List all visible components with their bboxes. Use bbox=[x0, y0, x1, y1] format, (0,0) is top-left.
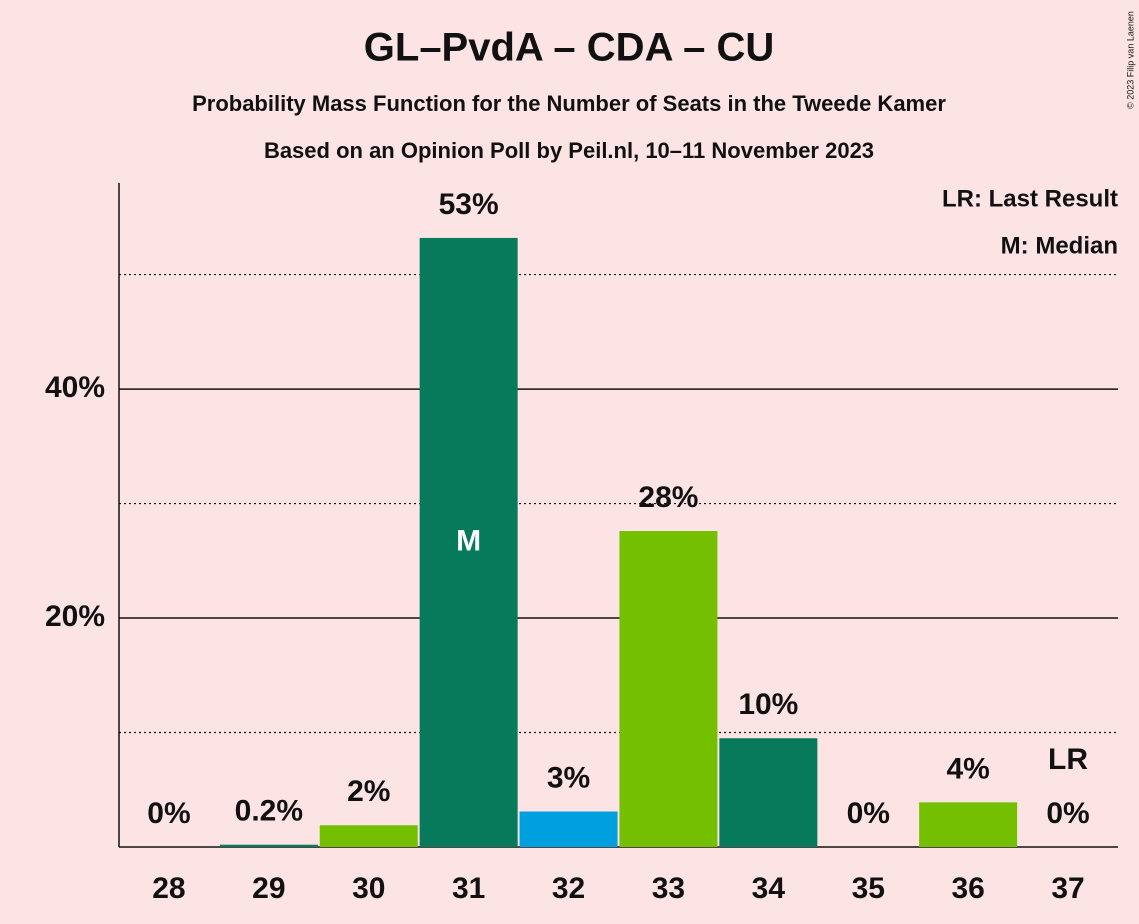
y-tick-label: 20% bbox=[45, 600, 105, 633]
chart-subtitle: Based on an Opinion Poll by Peil.nl, 10–… bbox=[264, 138, 874, 163]
legend-entry: M: Median bbox=[1001, 232, 1118, 259]
x-tick-label: 33 bbox=[652, 872, 685, 905]
value-label: 0% bbox=[1046, 797, 1089, 830]
x-tick-label: 37 bbox=[1051, 872, 1084, 905]
bar bbox=[919, 802, 1018, 847]
chart-subtitle: Probability Mass Function for the Number… bbox=[192, 91, 946, 116]
value-label: 53% bbox=[439, 188, 499, 221]
value-label: 10% bbox=[738, 688, 798, 721]
x-tick-label: 31 bbox=[452, 872, 485, 905]
value-label: 3% bbox=[547, 761, 590, 794]
value-label: 2% bbox=[347, 775, 390, 808]
value-label: 0% bbox=[147, 797, 190, 830]
last-result-marker: LR bbox=[1048, 743, 1088, 776]
y-tick-label: 40% bbox=[45, 371, 105, 404]
bar bbox=[719, 738, 818, 847]
bar bbox=[219, 844, 318, 847]
copyright: © 2023 Filip van Laenen bbox=[1125, 11, 1135, 109]
x-tick-label: 30 bbox=[352, 872, 385, 905]
x-tick-label: 32 bbox=[552, 872, 585, 905]
bar bbox=[319, 825, 418, 847]
x-tick-label: 36 bbox=[951, 872, 984, 905]
value-label: 0.2% bbox=[235, 795, 303, 828]
x-tick-label: 34 bbox=[752, 872, 786, 905]
x-tick-label: 28 bbox=[152, 872, 185, 905]
bar bbox=[419, 237, 518, 847]
x-tick-label: 29 bbox=[252, 872, 285, 905]
legend-entry: LR: Last Result bbox=[942, 185, 1118, 212]
median-marker: M bbox=[456, 524, 481, 557]
x-tick-label: 35 bbox=[852, 872, 885, 905]
bar bbox=[519, 811, 618, 847]
value-label: 4% bbox=[946, 752, 989, 785]
value-label: 0% bbox=[847, 797, 890, 830]
chart-title: GL–PvdA – CDA – CU bbox=[364, 26, 774, 70]
bar bbox=[619, 531, 718, 847]
value-label: 28% bbox=[638, 481, 698, 514]
